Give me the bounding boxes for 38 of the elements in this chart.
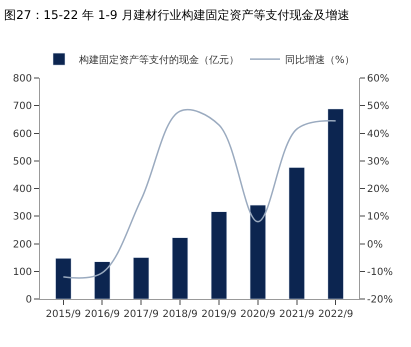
y2-tick-label: 10% (367, 212, 390, 223)
y-tick-label: 0 (26, 294, 32, 306)
bar (288, 167, 305, 299)
chart-title: 图27：15-22 年 1-9 月建材行业构建固定资产等支付现金及增速 (4, 8, 350, 22)
x-tick-label: 2020/9 (240, 309, 276, 320)
y-tick-label: 500 (12, 156, 32, 168)
bar (250, 204, 266, 299)
y-tick-label: 300 (12, 212, 32, 223)
y2-tick-label: 0% (367, 239, 383, 250)
bar (328, 108, 344, 299)
legend-label: 构建固定资产等支付的现金（亿元） (78, 54, 239, 66)
legend-label: 同比增速（%） (285, 54, 355, 66)
y2-tick-label: 40% (367, 128, 390, 140)
y-tick-label: 200 (12, 239, 32, 250)
x-tick-label: 2019/9 (201, 309, 237, 320)
x-tick-label: 2017/9 (124, 309, 159, 320)
y2-tick-label: -10% (367, 266, 393, 278)
x-tick-label: 2021/9 (279, 309, 314, 320)
y-tick-label: 700 (12, 101, 32, 112)
y2-tick-label: 50% (367, 101, 390, 112)
y-tick-label: 400 (12, 184, 32, 195)
bar (94, 261, 110, 299)
x-tick-label: 2016/9 (84, 309, 120, 320)
x-tick-label: 2015/9 (46, 309, 81, 320)
y-tick-label: 100 (12, 266, 32, 278)
bar (133, 257, 150, 299)
bar (172, 237, 188, 299)
y2-tick-label: 30% (367, 156, 390, 168)
x-tick-label: 2022/9 (318, 309, 354, 320)
x-tick-label: 2018/9 (162, 309, 198, 320)
line-series (62, 109, 336, 279)
y2-tick-label: 20% (367, 184, 390, 195)
y-tick-label: 600 (12, 128, 32, 140)
y-tick-label: 800 (12, 74, 32, 84)
y2-tick-label: 60% (367, 74, 390, 84)
bar (55, 258, 72, 299)
y2-tick-label: -20% (367, 294, 393, 306)
bar (210, 211, 227, 299)
